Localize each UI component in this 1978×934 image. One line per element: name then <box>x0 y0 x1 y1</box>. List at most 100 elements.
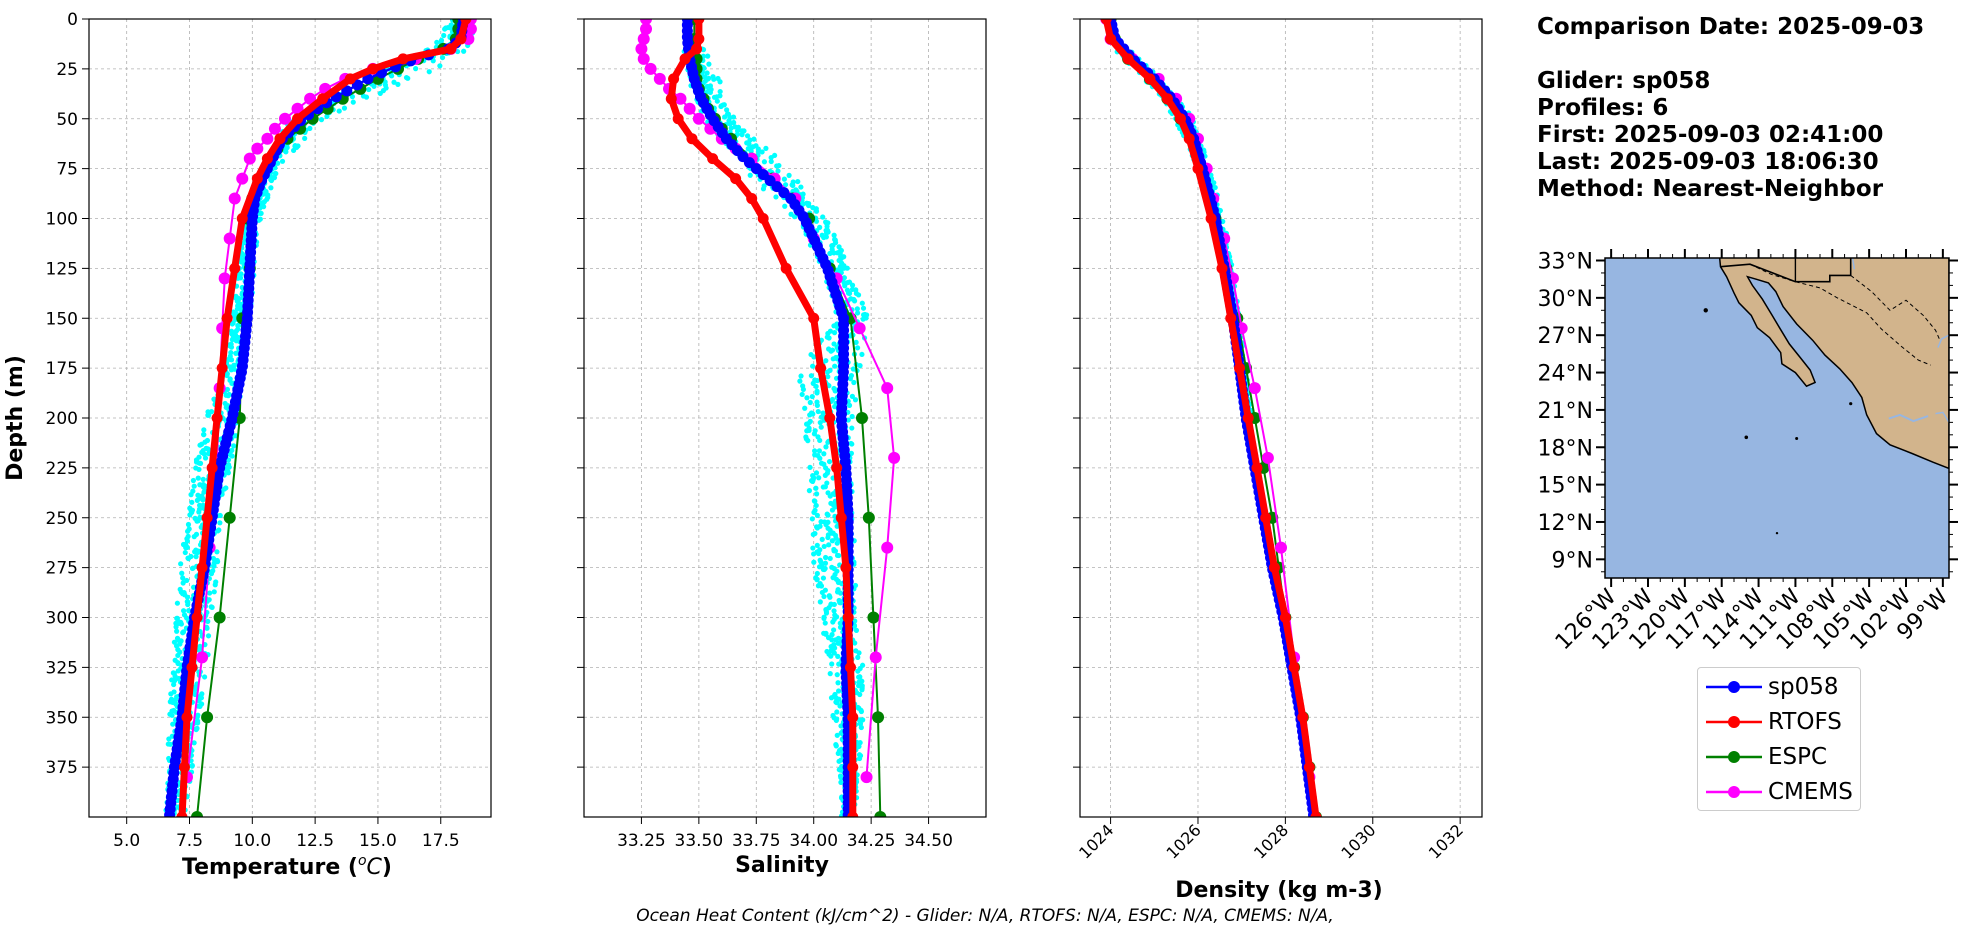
glider-point <box>189 499 195 505</box>
glider-point <box>812 448 818 454</box>
series-point <box>206 462 218 474</box>
y-tick-label: 200 <box>46 409 78 429</box>
glider-point <box>800 386 807 393</box>
glider-point <box>268 177 274 183</box>
series-point <box>211 412 223 424</box>
glider-point <box>830 242 836 248</box>
glider-point <box>834 589 841 595</box>
glider-point <box>831 627 837 633</box>
glider-point <box>848 296 854 302</box>
glider-point <box>318 117 325 123</box>
glider-point <box>825 525 831 531</box>
glider-point <box>166 736 172 742</box>
comparison-date: Comparison Date: 2025-09-03 <box>1537 14 1925 40</box>
island <box>1795 437 1799 441</box>
glider-point <box>836 767 842 773</box>
glider-point <box>204 437 211 444</box>
glider-point <box>837 620 843 626</box>
series-point <box>191 612 203 623</box>
glider-point <box>802 405 808 411</box>
glider-point <box>307 125 313 132</box>
glider-point <box>739 128 745 134</box>
glider-point <box>863 315 869 321</box>
glider-point <box>817 599 823 605</box>
x-tick-label: 12.5 <box>296 831 334 851</box>
series-point <box>1251 462 1263 474</box>
glider-point <box>193 726 199 733</box>
series-point <box>855 412 868 424</box>
legend: sp058 RTOFS ESPC CMEMS <box>1697 667 1861 811</box>
glider-point <box>827 250 833 257</box>
glider-point <box>842 283 848 289</box>
glider-point <box>811 559 817 565</box>
glider-point <box>208 571 215 577</box>
glider-point <box>833 695 839 701</box>
island <box>1703 308 1708 313</box>
glider-point <box>814 577 820 583</box>
glider-point <box>816 564 823 570</box>
series-point <box>460 19 472 25</box>
glider-point <box>178 621 184 627</box>
series-point <box>304 92 317 105</box>
glider-point <box>830 619 836 625</box>
x-tick-label: 34.25 <box>847 831 896 851</box>
island <box>1849 402 1853 406</box>
glider-point <box>349 94 356 100</box>
series-point <box>344 73 356 85</box>
series-point <box>213 611 226 624</box>
glider-point <box>377 90 383 97</box>
glider-point <box>371 83 377 89</box>
series-point <box>1297 711 1309 723</box>
glider-point <box>823 608 829 614</box>
glider-point <box>845 417 851 423</box>
series-point <box>746 193 758 205</box>
glider-point <box>180 629 187 635</box>
series-line <box>1105 19 1311 778</box>
series-point <box>637 52 650 65</box>
glider-point <box>403 74 410 81</box>
glider-point <box>744 133 751 139</box>
glider-point <box>836 552 842 559</box>
info-block: Comparison Date: 2025-09-03 Glider: sp058… <box>1537 14 1924 203</box>
glider-point <box>852 397 859 403</box>
glider-point <box>781 176 788 182</box>
glider-point <box>824 369 831 375</box>
glider-point <box>290 147 297 154</box>
glider-point <box>816 475 822 481</box>
glider-point <box>731 119 737 126</box>
glider-point <box>829 564 835 570</box>
method: Method: Nearest-Neighbor <box>1537 176 1884 202</box>
glider-point <box>197 460 204 466</box>
glider-point <box>234 306 240 312</box>
glider-point <box>849 441 855 447</box>
series-point <box>808 312 820 324</box>
series-line <box>186 19 472 778</box>
glider-point <box>859 351 865 358</box>
glider-point <box>829 347 836 353</box>
glider-point <box>197 703 203 710</box>
glider-point <box>852 618 858 624</box>
glider-point <box>814 512 820 518</box>
glider-point <box>768 158 774 165</box>
glider-point <box>217 520 223 526</box>
glider-point <box>814 542 820 548</box>
glider-point <box>827 594 833 600</box>
glider-point <box>820 484 826 490</box>
glider-point <box>233 350 239 356</box>
glider-point <box>171 681 177 688</box>
glider-point <box>168 691 174 697</box>
x-tick-label: 17.5 <box>422 831 460 851</box>
glider-point <box>849 393 855 399</box>
glider-point <box>229 447 235 453</box>
glider-point <box>439 54 446 61</box>
glider-point <box>230 320 236 326</box>
series-point <box>707 153 719 165</box>
series-point <box>757 213 769 224</box>
lake <box>1888 413 1929 423</box>
glider-point <box>174 628 180 634</box>
glider-point <box>193 554 199 560</box>
y-tick-label: 100 <box>46 210 78 230</box>
glider-point <box>206 412 212 418</box>
glider-point <box>811 354 817 360</box>
glider-point <box>831 548 837 554</box>
